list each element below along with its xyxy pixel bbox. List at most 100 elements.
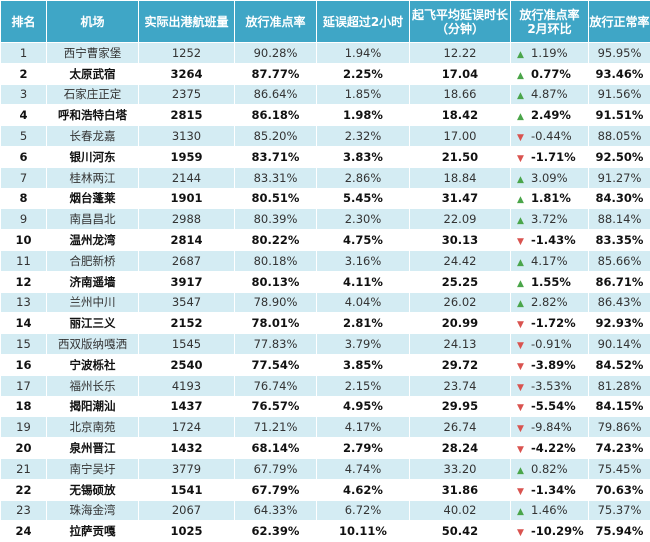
flights-cell: 1724 [139, 417, 235, 438]
delay-over-2h-cell: 2.32% [317, 126, 410, 147]
mom-change-cell: ▼-1.71% [511, 146, 589, 167]
delay-over-2h-cell: 3.85% [317, 354, 410, 375]
rank-cell: 21 [1, 458, 47, 479]
airport-cell: 兰州中川 [47, 292, 139, 313]
avg-delay-cell: 20.99 [410, 313, 511, 334]
airport-cell: 长春龙嘉 [47, 126, 139, 147]
normal-rate-cell: 75.94% [589, 521, 650, 542]
delay-over-2h-cell: 2.81% [317, 313, 410, 334]
delay-over-2h-cell: 3.79% [317, 334, 410, 355]
mom-value: -9.84% [531, 420, 572, 434]
ontime-rate-cell: 83.71% [235, 146, 317, 167]
normal-rate-cell: 81.28% [589, 375, 650, 396]
rank-cell: 13 [1, 292, 47, 313]
delay-over-2h-cell: 4.17% [317, 417, 410, 438]
flights-cell: 2814 [139, 230, 235, 251]
mom-value: -1.72% [531, 316, 576, 330]
rank-cell: 6 [1, 146, 47, 167]
triangle-down-icon: ▼ [517, 383, 531, 393]
ontime-rate-cell: 86.64% [235, 84, 317, 105]
airport-cell: 揭阳潮汕 [47, 396, 139, 417]
normal-rate-cell: 84.52% [589, 354, 650, 375]
triangle-up-icon: ▲ [517, 175, 531, 185]
ontime-rate-cell: 86.18% [235, 105, 317, 126]
mom-change-cell: ▲1.46% [511, 500, 589, 521]
flights-cell: 2067 [139, 500, 235, 521]
avg-delay-cell: 18.84 [410, 167, 511, 188]
ontime-rate-cell: 78.01% [235, 313, 317, 334]
delay-over-2h-cell: 1.85% [317, 84, 410, 105]
mom-change-cell: ▼-0.91% [511, 334, 589, 355]
avg-delay-cell: 40.02 [410, 500, 511, 521]
avg-delay-cell: 22.09 [410, 209, 511, 230]
mom-value: -1.34% [531, 483, 576, 497]
flights-cell: 1959 [139, 146, 235, 167]
mom-change-cell: ▲3.09% [511, 167, 589, 188]
ontime-rate-cell: 77.83% [235, 334, 317, 355]
flights-cell: 2144 [139, 167, 235, 188]
triangle-up-icon: ▲ [517, 279, 531, 289]
triangle-down-icon: ▼ [517, 362, 531, 372]
mom-change-cell: ▼-3.53% [511, 375, 589, 396]
airport-cell: 西双版纳嘎洒 [47, 334, 139, 355]
mom-change-cell: ▼-1.72% [511, 313, 589, 334]
avg-delay-cell: 33.20 [410, 458, 511, 479]
header-airport: 机场 [47, 1, 139, 43]
flights-cell: 3264 [139, 63, 235, 84]
delay-over-2h-cell: 2.15% [317, 375, 410, 396]
mom-value: -5.54% [531, 399, 576, 413]
normal-rate-cell: 90.14% [589, 334, 650, 355]
avg-delay-cell: 28.24 [410, 438, 511, 459]
delay-over-2h-cell: 1.98% [317, 105, 410, 126]
normal-rate-cell: 79.86% [589, 417, 650, 438]
delay-over-2h-cell: 5.45% [317, 188, 410, 209]
airport-cell: 石家庄正定 [47, 84, 139, 105]
avg-delay-cell: 18.42 [410, 105, 511, 126]
normal-rate-cell: 93.46% [589, 63, 650, 84]
delay-over-2h-cell: 4.95% [317, 396, 410, 417]
avg-delay-cell: 31.47 [410, 188, 511, 209]
mom-value: -1.71% [531, 150, 576, 164]
triangle-down-icon: ▼ [517, 403, 531, 413]
ontime-rate-cell: 80.22% [235, 230, 317, 251]
flights-cell: 3547 [139, 292, 235, 313]
flights-cell: 4193 [139, 375, 235, 396]
mom-value: -0.91% [531, 337, 572, 351]
mom-value: -3.53% [531, 379, 572, 393]
rank-cell: 18 [1, 396, 47, 417]
normal-rate-cell: 83.35% [589, 230, 650, 251]
mom-change-cell: ▲3.72% [511, 209, 589, 230]
mom-change-cell: ▼-9.84% [511, 417, 589, 438]
ontime-rate-cell: 62.39% [235, 521, 317, 542]
rank-cell: 1 [1, 43, 47, 64]
triangle-down-icon: ▼ [517, 341, 531, 351]
normal-rate-cell: 91.27% [589, 167, 650, 188]
airport-cell: 合肥新桥 [47, 250, 139, 271]
triangle-up-icon: ▲ [517, 112, 531, 122]
flights-cell: 3917 [139, 271, 235, 292]
mom-value: 2.82% [531, 295, 568, 309]
ontime-rate-cell: 80.13% [235, 271, 317, 292]
rank-cell: 12 [1, 271, 47, 292]
avg-delay-cell: 17.00 [410, 126, 511, 147]
flights-cell: 2988 [139, 209, 235, 230]
rank-cell: 11 [1, 250, 47, 271]
ontime-rate-cell: 68.14% [235, 438, 317, 459]
triangle-up-icon: ▲ [517, 466, 531, 476]
mom-value: -3.89% [531, 358, 576, 372]
